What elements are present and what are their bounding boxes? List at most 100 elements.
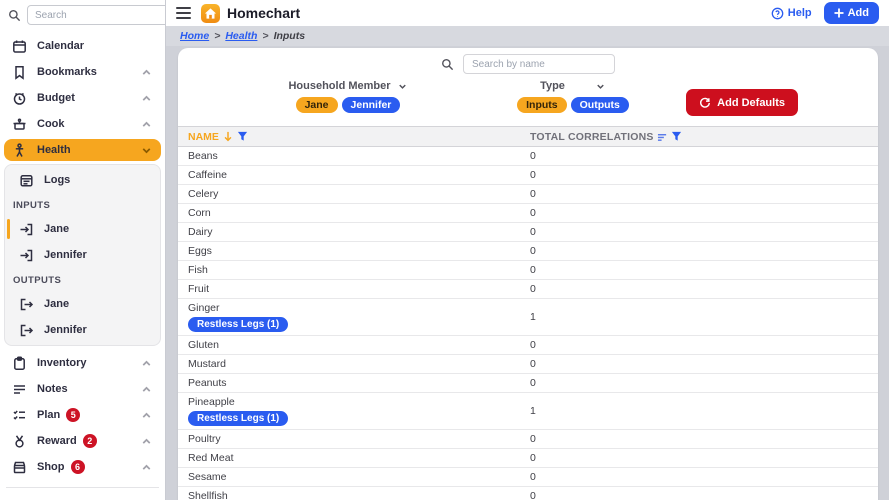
sidebar-item-label: Calendar xyxy=(37,40,85,52)
table-row[interactable]: Sesame 0 xyxy=(178,468,878,487)
house-icon xyxy=(204,7,217,19)
chevron-up-icon xyxy=(142,360,151,366)
breadcrumb-separator: > xyxy=(214,30,221,42)
filter-row: Household Member Jane Jennifer Type Inpu… xyxy=(178,80,878,126)
row-name: Poultry xyxy=(188,433,221,445)
refresh-icon xyxy=(700,97,711,108)
breadcrumb-home-link[interactable]: Home xyxy=(180,30,210,42)
chevron-up-icon xyxy=(142,438,151,444)
table-row[interactable]: Dairy 0 xyxy=(178,223,878,242)
filter-pill-jane[interactable]: Jane xyxy=(295,97,338,113)
sidebar-item-label: Jane xyxy=(44,298,70,310)
sidebar-item-label: Jennifer xyxy=(44,249,87,261)
table-row[interactable]: Poultry 0 xyxy=(178,430,878,449)
sidebar-divider xyxy=(6,487,159,488)
sidebar-item-label: Notes xyxy=(37,383,68,395)
chevron-up-icon xyxy=(142,95,151,101)
chevron-up-icon xyxy=(142,386,151,392)
table-row[interactable]: Corn 0 xyxy=(178,204,878,223)
filter-pill-inputs[interactable]: Inputs xyxy=(517,97,567,113)
search-icon xyxy=(442,58,454,70)
filter-pill-jennifer[interactable]: Jennifer xyxy=(341,97,401,113)
sidebar-item-health[interactable]: Health xyxy=(4,139,161,161)
breadcrumb-current: Inputs xyxy=(273,30,306,42)
add-button[interactable]: Add xyxy=(823,2,879,24)
sidebar-item-input-jane[interactable]: Jane xyxy=(5,216,160,242)
top-bar: Homechart Help Add xyxy=(166,0,889,26)
sidebar-item-bookmarks[interactable]: Bookmarks xyxy=(4,59,161,85)
row-name: Fish xyxy=(188,264,208,276)
reward-count-badge: 2 xyxy=(82,434,97,448)
chevron-down-icon xyxy=(142,147,151,153)
row-name: Caffeine xyxy=(188,169,227,181)
sidebar-item-output-jennifer[interactable]: Jennifer xyxy=(5,317,160,343)
sidebar-item-calendar[interactable]: Calendar xyxy=(4,33,161,59)
logs-icon xyxy=(20,174,33,187)
correlation-badge[interactable]: Restless Legs (1) xyxy=(188,317,289,332)
chevron-up-icon xyxy=(142,464,151,470)
sidebar-item-label: Jennifer xyxy=(44,324,87,336)
table-search-input[interactable] xyxy=(463,54,615,74)
menu-icon[interactable] xyxy=(176,7,191,19)
help-button[interactable]: Help xyxy=(771,7,812,20)
filter-icon[interactable] xyxy=(671,131,682,142)
sidebar-item-logs[interactable]: Logs xyxy=(5,167,160,193)
plus-icon xyxy=(834,8,844,18)
table-row[interactable]: Shellfish 0 xyxy=(178,487,878,500)
sidebar-item-budget[interactable]: Budget xyxy=(4,85,161,111)
add-defaults-label: Add Defaults xyxy=(717,96,785,109)
medal-icon xyxy=(15,434,24,448)
sidebar-item-reward[interactable]: Reward 2 xyxy=(4,428,161,454)
sidebar-item-output-jane[interactable]: Jane xyxy=(5,291,160,317)
type-dropdown[interactable]: Type xyxy=(463,80,683,92)
table-row[interactable]: Caffeine 0 xyxy=(178,166,878,185)
table-row[interactable]: Beans 0 xyxy=(178,147,878,166)
sidebar-item-inventory[interactable]: Inventory xyxy=(4,350,161,376)
table-row[interactable]: Fish 0 xyxy=(178,261,878,280)
row-total: 0 xyxy=(530,283,536,295)
row-name-cell: Pineapple Restless Legs (1) xyxy=(178,393,530,429)
correlation-badge[interactable]: Restless Legs (1) xyxy=(188,411,289,426)
sidebar-search-input[interactable] xyxy=(27,5,165,25)
health-submenu: Logs INPUTS Jane Jennifer OUTPUTS Jane J… xyxy=(4,164,161,346)
chevron-down-icon xyxy=(398,84,406,89)
household-member-dropdown[interactable]: Household Member xyxy=(218,80,478,92)
table-row[interactable]: Mustard 0 xyxy=(178,355,878,374)
table-row[interactable]: Pineapple Restless Legs (1) 1 xyxy=(178,393,878,430)
table-row[interactable]: Red Meat 0 xyxy=(178,449,878,468)
content-card: Household Member Jane Jennifer Type Inpu… xyxy=(178,48,878,500)
table-row[interactable]: Eggs 0 xyxy=(178,242,878,261)
sidebar-item-notes[interactable]: Notes xyxy=(4,376,161,402)
sidebar-item-input-jennifer[interactable]: Jennifer xyxy=(5,242,160,268)
breadcrumb: Home > Health > Inputs xyxy=(166,26,889,46)
column-header-total-correlations[interactable]: TOTAL CORRELATIONS xyxy=(530,131,878,143)
filter-icon[interactable] xyxy=(237,131,248,142)
clipboard-icon xyxy=(14,356,25,370)
row-total: 0 xyxy=(530,207,536,219)
household-member-filter: Household Member Jane Jennifer xyxy=(218,80,478,113)
row-total: 0 xyxy=(530,358,536,370)
help-icon xyxy=(771,7,784,19)
table-row[interactable]: Celery 0 xyxy=(178,185,878,204)
sidebar-item-plan[interactable]: Plan 5 xyxy=(4,402,161,428)
sidebar-item-label: Shop xyxy=(37,461,65,473)
input-icon xyxy=(20,249,33,261)
sidebar-item-cook[interactable]: Cook xyxy=(4,111,161,137)
row-name: Beans xyxy=(188,150,218,162)
table-row[interactable]: Fruit 0 xyxy=(178,280,878,299)
add-label: Add xyxy=(847,7,869,19)
sidebar-item-settings[interactable]: Settings xyxy=(4,495,161,500)
sidebar-item-label: Bookmarks xyxy=(37,66,97,78)
row-name: Eggs xyxy=(188,245,212,257)
column-header-name[interactable]: NAME xyxy=(178,131,530,143)
breadcrumb-health-link[interactable]: Health xyxy=(225,30,258,42)
sidebar-item-shop[interactable]: Shop 6 xyxy=(4,454,161,480)
row-name: Peanuts xyxy=(188,377,227,389)
table-row[interactable]: Ginger Restless Legs (1) 1 xyxy=(178,299,878,336)
sidebar-item-label: Health xyxy=(37,144,71,156)
table-row[interactable]: Peanuts 0 xyxy=(178,374,878,393)
filter-pill-outputs[interactable]: Outputs xyxy=(570,97,629,113)
table-row[interactable]: Gluten 0 xyxy=(178,336,878,355)
add-defaults-button[interactable]: Add Defaults xyxy=(686,89,798,116)
row-name: Mustard xyxy=(188,358,226,370)
